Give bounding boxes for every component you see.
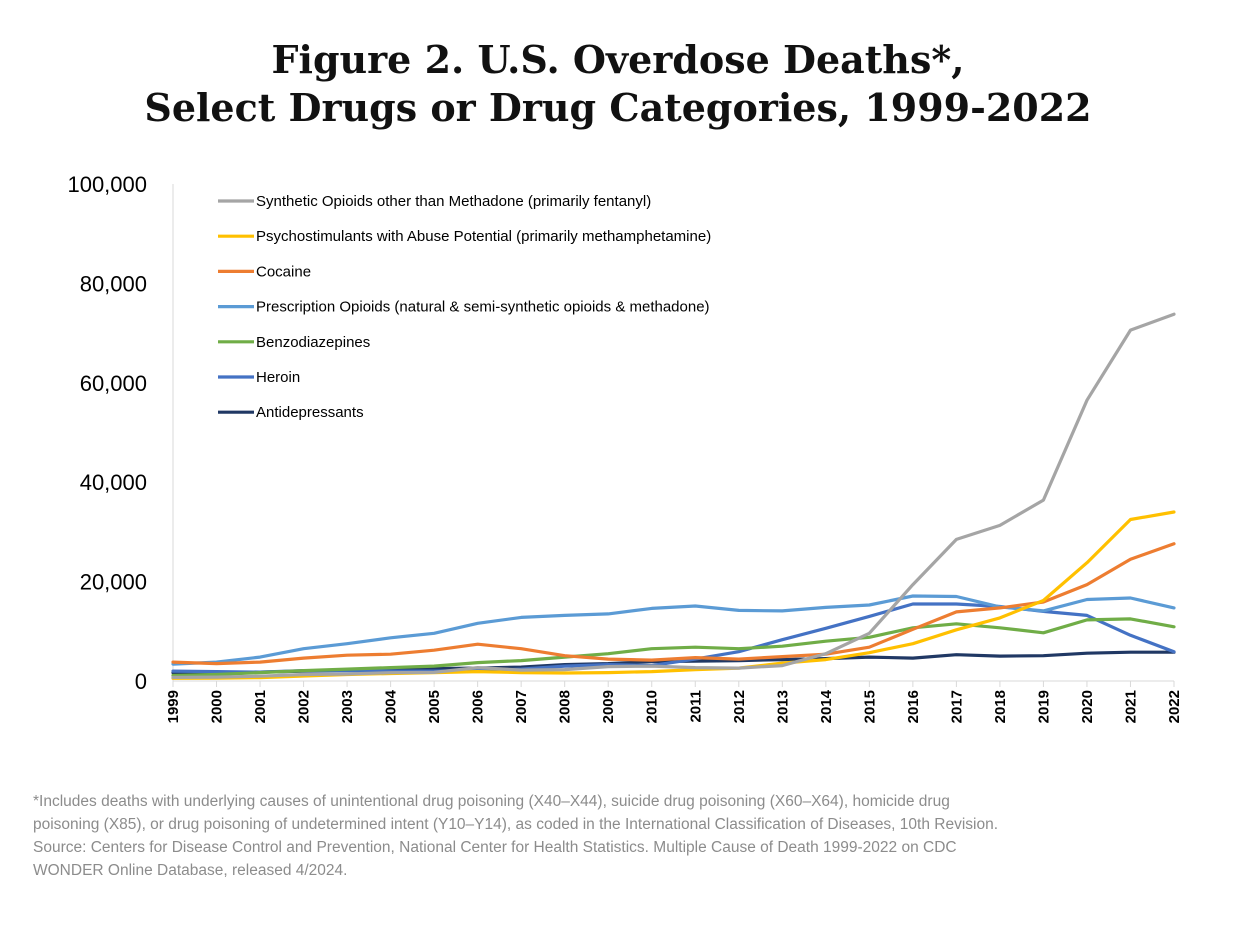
series-line	[171, 617, 1176, 678]
x-tick-label: 2008	[557, 690, 574, 723]
footnote-line-2: poisoning (X85), or drug poisoning of un…	[33, 816, 999, 833]
series-line	[171, 510, 1176, 680]
x-tick-label: 2018	[992, 690, 1009, 723]
x-tick-label: 2005	[426, 690, 443, 723]
x-tick-label: 2007	[513, 690, 530, 723]
y-tick-label: 100,000	[67, 172, 147, 197]
x-tick-label: 2003	[339, 690, 356, 723]
x-tick-label: 2014	[818, 689, 835, 723]
series-line	[171, 602, 1176, 674]
x-tick-label: 2016	[905, 690, 922, 723]
x-tick-label: 2006	[470, 690, 487, 723]
title-line-1: Figure 2. U.S. Overdose Deaths*,	[271, 37, 965, 82]
x-tick-label: 2001	[252, 690, 269, 723]
axes: 0 20,000 40,000 60,000 80,000 100,000 1999 2000…	[67, 172, 1183, 723]
footnote-line-1: *Includes deaths with underlying causes …	[33, 793, 950, 810]
x-tick-label: 2017	[948, 690, 965, 723]
legend-label: Cocaine	[256, 263, 311, 280]
x-tick-label: 2010	[644, 690, 661, 723]
x-tick-label: 2002	[296, 690, 313, 723]
legend-label: Heroin	[256, 369, 300, 386]
x-tick-label: 2013	[774, 690, 791, 723]
x-tick-label: 2009	[600, 690, 617, 723]
legend-label: Psychostimulants with Abuse Potential (p…	[256, 228, 711, 245]
footnote-line-4: WONDER Online Database, released 4/2024.	[33, 862, 348, 879]
x-tick-label: 2015	[861, 690, 878, 723]
x-tick-label: 2020	[1079, 690, 1096, 723]
x-tick-label: 2012	[731, 690, 748, 723]
y-tick-label: 40,000	[80, 470, 147, 495]
legend: Synthetic Opioids other than Methadone (…	[218, 193, 711, 421]
x-tick-label: 2011	[687, 690, 704, 723]
y-tick-label: 60,000	[80, 371, 147, 396]
legend-label: Benzodiazepines	[256, 334, 370, 351]
x-tick-label: 1999	[165, 690, 182, 723]
series-line	[171, 542, 1176, 666]
series-line	[171, 312, 1176, 680]
y-tick-label: 20,000	[80, 570, 147, 595]
title-line-2: Select Drugs or Drug Categories, 1999-20…	[144, 85, 1092, 130]
footnote-line-3: Source: Centers for Disease Control and …	[33, 839, 957, 856]
legend-label: Synthetic Opioids other than Methadone (…	[256, 193, 651, 210]
x-tick-label: 2000	[209, 690, 226, 723]
footnote: *Includes deaths with underlying causes …	[33, 790, 1213, 882]
x-tick-label: 2022	[1166, 690, 1183, 723]
series-lines	[171, 312, 1176, 680]
y-tick-label: 80,000	[80, 271, 147, 296]
x-tick-label: 2021	[1122, 690, 1139, 723]
x-tick-label: 2019	[1035, 690, 1052, 723]
y-tick-label: 0	[135, 669, 147, 694]
legend-label: Antidepressants	[256, 404, 364, 421]
chart-title: Figure 2. U.S. Overdose Deaths*, Select …	[0, 36, 1236, 132]
legend-label: Prescription Opioids (natural & semi-syn…	[256, 299, 710, 316]
x-tick-label: 2004	[383, 689, 400, 723]
